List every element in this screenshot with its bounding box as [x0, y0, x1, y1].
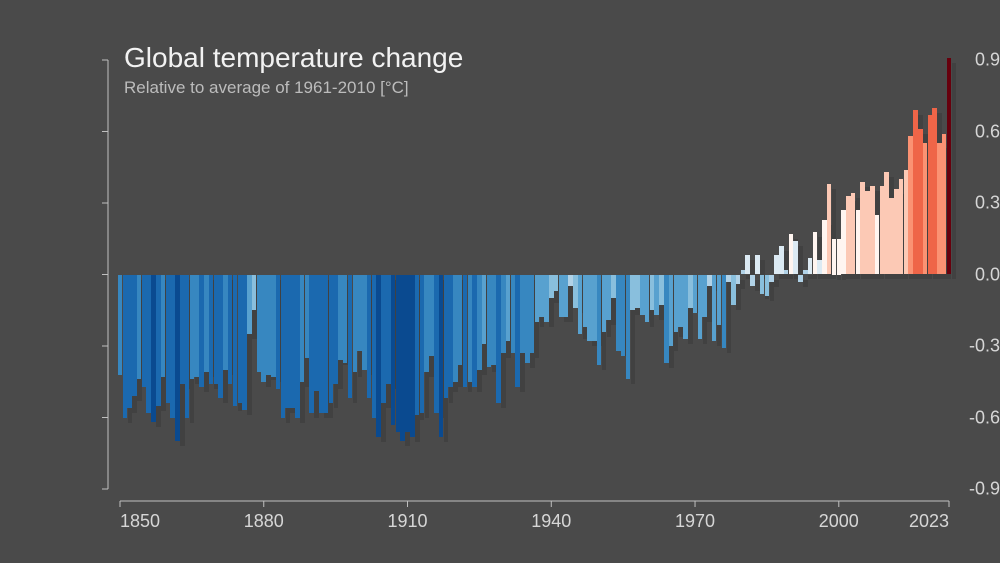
chart-root: -0.9 -0.6 -0.3 0.0 0.3 0.6 0.9 1850 1880 1910 194…	[0, 0, 1000, 563]
x-tick-label: 1940	[531, 511, 571, 532]
data-bar	[722, 275, 727, 349]
data-bar	[793, 241, 798, 274]
chart-title: Global temperature change	[124, 42, 463, 74]
chart-subtitle: Relative to average of 1961-2010 [°C]	[124, 78, 409, 98]
data-bar	[750, 275, 755, 287]
x-tick-label: 1850	[120, 511, 160, 532]
x-tick-label: 1910	[387, 511, 427, 532]
data-bar	[798, 275, 803, 282]
x-tick-label: 1880	[244, 511, 284, 532]
y-tick-label: -0.3	[904, 336, 1000, 357]
y-tick-label: 0.0	[904, 264, 1000, 285]
x-tick-label: 1970	[675, 511, 715, 532]
data-bar	[947, 58, 952, 275]
data-bar	[755, 255, 760, 274]
x-tick-label: 2023	[909, 511, 949, 532]
y-tick-label: 0.3	[904, 193, 1000, 214]
data-bar	[736, 275, 741, 285]
y-tick-label: 0.6	[904, 121, 1000, 142]
x-tick-label: 2000	[819, 511, 859, 532]
y-tick-label: -0.9	[904, 479, 1000, 500]
y-tick-label: 0.9	[904, 50, 1000, 71]
y-tick-label: -0.6	[904, 407, 1000, 428]
data-bar	[745, 255, 750, 274]
data-bar	[769, 275, 774, 282]
